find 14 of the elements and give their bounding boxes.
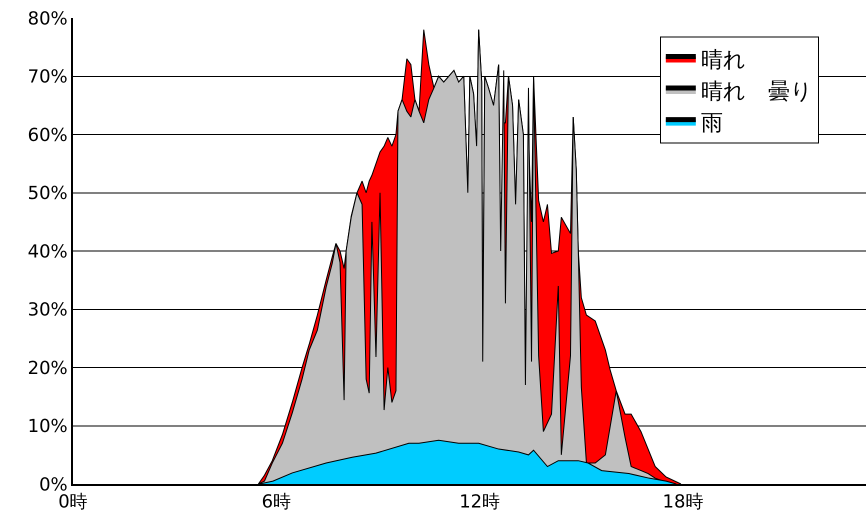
legend-label: 晴れ — [700, 48, 746, 74]
y-tick-label: 20% — [28, 358, 68, 379]
y-tick-label: 40% — [28, 241, 68, 262]
y-tick-label: 10% — [28, 416, 68, 438]
y-tick-label: 50% — [28, 183, 68, 204]
y-tick-label: 70% — [28, 66, 68, 88]
legend-label: 晴れ 曇り — [700, 80, 813, 105]
x-tick-label: 12時 — [459, 491, 500, 512]
x-tick-label: 6時 — [262, 491, 292, 512]
y-tick-label: 60% — [28, 124, 68, 146]
legend-label: 雨 — [700, 111, 723, 136]
y-tick-label: 30% — [28, 300, 68, 321]
y-tick-label: 80% — [28, 8, 68, 30]
x-tick-label: 18時 — [662, 491, 704, 512]
